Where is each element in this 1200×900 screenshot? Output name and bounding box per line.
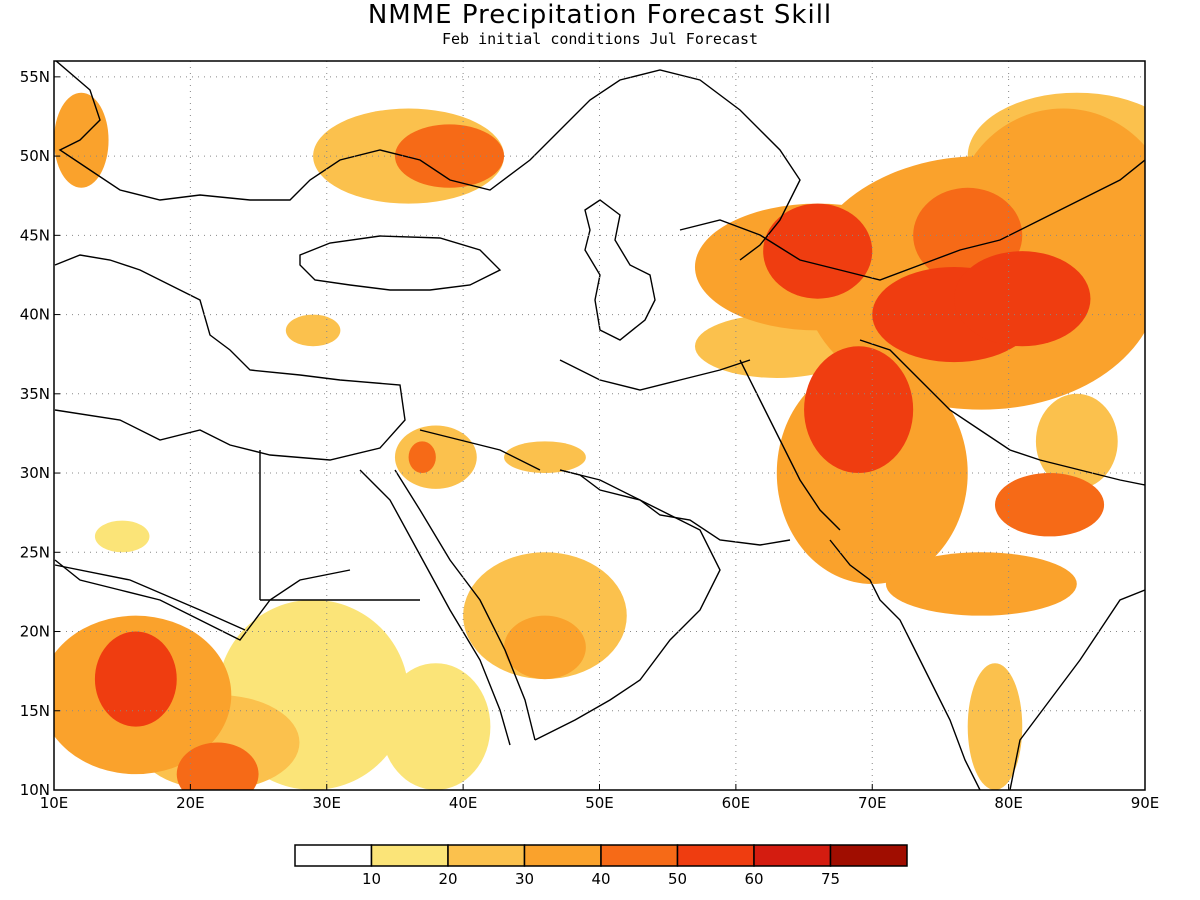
india-coast [829, 539, 981, 790]
colorbar-label: 75 [821, 870, 840, 888]
lon-tick-label: 20E [176, 794, 205, 812]
colorbar-swatch [676, 844, 755, 867]
skill-region [176, 742, 259, 790]
skill-region [954, 251, 1091, 347]
skill-region [1035, 393, 1118, 489]
skill-region [763, 203, 873, 299]
lon-tick-label: 70E [858, 794, 887, 812]
skill-region [94, 631, 177, 727]
colorbar-swatch [600, 844, 679, 867]
sahara-border [54, 564, 246, 631]
skill-region [504, 441, 586, 474]
iran-border [559, 359, 751, 391]
lon-tick-label: 10E [40, 794, 69, 812]
black-sea-coast [299, 235, 502, 291]
colorbar-swatch [294, 844, 373, 867]
lat-tick-label: 20N [20, 623, 50, 641]
lon-tick-label: 90E [1131, 794, 1160, 812]
himalaya-border [859, 339, 1145, 486]
central-asia-border [679, 159, 1145, 281]
skill-shading [54, 92, 1145, 790]
lon-tick-label: 30E [312, 794, 341, 812]
colorbar-swatch [447, 844, 526, 867]
europe-coast [55, 61, 801, 261]
skill-region [285, 314, 341, 347]
india-coast-east [1009, 589, 1145, 790]
lat-tick-label: 25N [20, 543, 50, 561]
africa-coast [54, 559, 351, 641]
red-sea-coast [359, 469, 511, 746]
skill-region [54, 92, 109, 188]
mediterranean-coast [54, 254, 406, 461]
colorbar-swatch [523, 844, 602, 867]
skill-region [394, 425, 477, 489]
lat-tick-label: 35N [20, 385, 50, 403]
lon-tick-label: 40E [449, 794, 478, 812]
persian-gulf-coast [559, 469, 791, 546]
lat-tick-label: 40N [20, 306, 50, 324]
skill-region [408, 441, 436, 474]
arabia-border [419, 429, 541, 471]
colorbar-label: 30 [515, 870, 534, 888]
colorbar-swatch [829, 844, 908, 867]
skill-region [394, 124, 505, 188]
lat-tick-label: 10N [20, 781, 50, 799]
skill-region [804, 346, 914, 474]
skill-region [885, 552, 1077, 616]
caspian-sea-coast [584, 199, 656, 341]
lat-tick-label: 50N [20, 147, 50, 165]
colorbar-label: 60 [744, 870, 763, 888]
colorbar-label: 10 [362, 870, 381, 888]
lat-tick-label: 30N [20, 464, 50, 482]
colorbar-swatch [370, 844, 449, 867]
colorbar-label: 20 [438, 870, 457, 888]
lat-tick-label: 55N [20, 68, 50, 86]
skill-region [994, 473, 1105, 537]
lat-tick-label: 45N [20, 226, 50, 244]
colorbar: 10 20 30 40 50 60 75 [294, 844, 908, 888]
skill-region [967, 663, 1023, 790]
colorbar-swatch [753, 844, 832, 867]
arabian-coast [534, 469, 721, 741]
lon-tick-label: 50E [585, 794, 614, 812]
lon-tick-label: 80E [994, 794, 1023, 812]
skill-region [504, 615, 586, 680]
red-sea-coast-east [394, 469, 536, 741]
axis-ticks: 10E 20E 30E 40E 50E 60E 70E 80E 90E 10N 15N 20N 25N 3… [20, 68, 1160, 812]
lat-tick-label: 15N [20, 702, 50, 720]
map-title: NMME Precipitation Forecast Skill [367, 0, 833, 30]
colorbar-label: 50 [668, 870, 687, 888]
map-subtitle: Feb initial conditions Jul Forecast [441, 30, 759, 48]
colorbar-label: 40 [591, 870, 610, 888]
coastlines [54, 61, 1145, 790]
lon-tick-label: 60E [722, 794, 751, 812]
skill-region [94, 520, 150, 553]
skill-region [381, 663, 491, 790]
